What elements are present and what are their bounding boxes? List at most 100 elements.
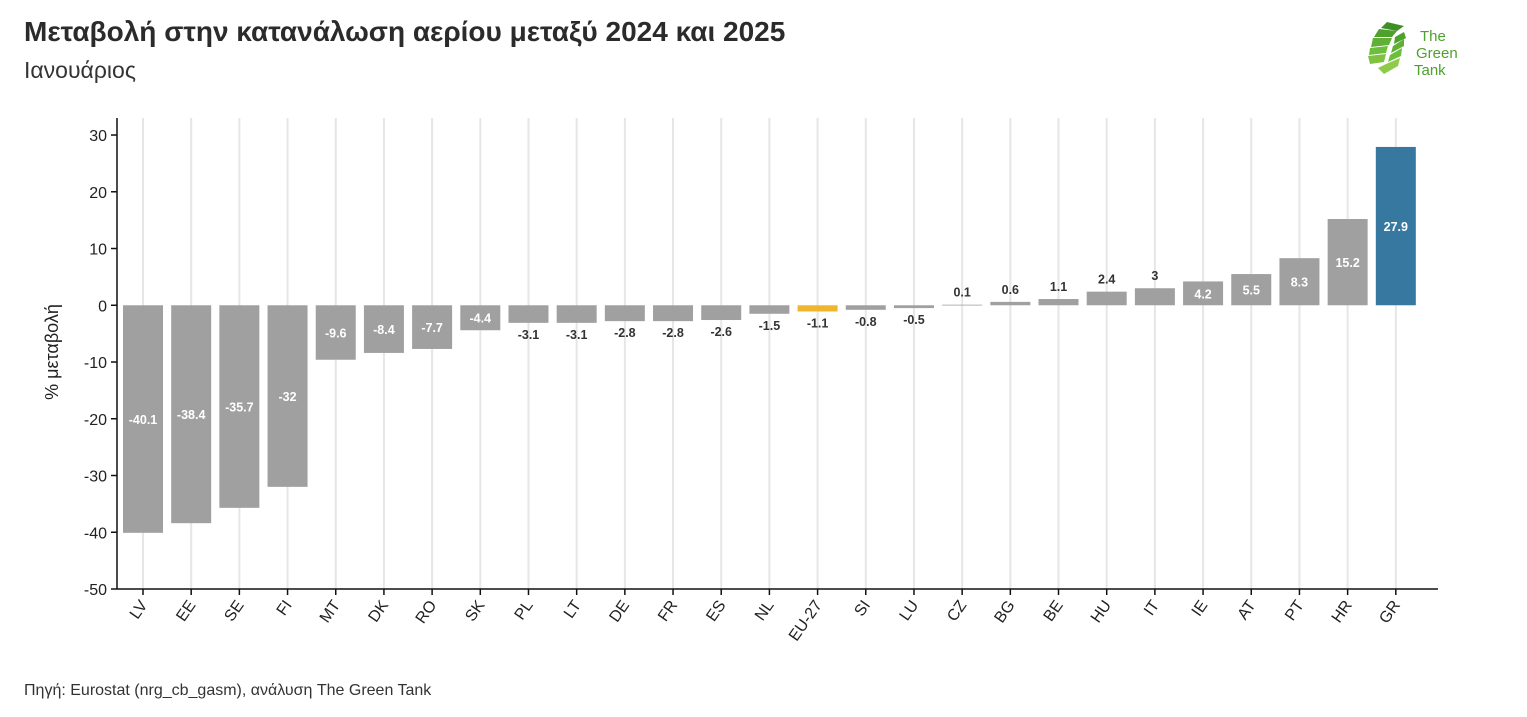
- bar-PT: [1279, 258, 1320, 306]
- bars: [123, 146, 1416, 533]
- x-tick-label-SI: SI: [851, 598, 874, 620]
- bar-BG: [990, 301, 1031, 306]
- y-tick-label--50: -50: [84, 582, 107, 599]
- bar-LV: [123, 305, 163, 533]
- value-label-PL: -3.1: [518, 328, 540, 342]
- value-label-FI: -32: [279, 390, 297, 404]
- x-tick-label-HR: HR: [1329, 598, 1356, 627]
- x-tick-label-AT: AT: [1235, 597, 1260, 623]
- value-label-PT: 8.3: [1291, 276, 1308, 290]
- x-tick-label-SK: SK: [462, 597, 488, 625]
- bar-FR: [653, 305, 694, 322]
- bar-SK: [460, 305, 501, 331]
- x-tick-label-DE: DE: [606, 598, 633, 626]
- bar-PL: [508, 305, 549, 323]
- bar-CZ: [942, 304, 983, 306]
- value-label-MT: -9.6: [325, 327, 347, 341]
- value-label-LV: -40.1: [129, 413, 158, 427]
- value-label-GR: 27.9: [1384, 220, 1408, 234]
- value-label-EE: -38.4: [177, 408, 206, 422]
- x-tick-label-BE: BE: [1041, 598, 1067, 625]
- value-label-AT: 5.5: [1243, 284, 1260, 298]
- x-tick-label-HU: HU: [1088, 598, 1115, 627]
- value-label-IE: 4.2: [1194, 287, 1211, 301]
- value-label-ES: -2.6: [710, 325, 732, 339]
- x-tick-label-NL: NL: [752, 597, 778, 624]
- x-tick-label-GR: GR: [1376, 598, 1404, 627]
- x-tick-label-RO: RO: [413, 598, 441, 627]
- value-label-LU: -0.5: [903, 313, 925, 327]
- bar-RO: [412, 305, 453, 349]
- value-label-SI: -0.8: [855, 315, 877, 329]
- the-green-tank-logo: The Green Tank: [1368, 22, 1458, 79]
- bar-SE: [219, 305, 260, 508]
- y-tick-label--30: -30: [84, 469, 107, 486]
- bar-EE: [171, 305, 212, 524]
- bar-NL: [749, 305, 790, 314]
- x-tick-label-DK: DK: [366, 597, 393, 625]
- y-tick-label-0: 0: [98, 298, 107, 315]
- x-tick-label-PL: PL: [512, 597, 537, 623]
- bar-MT: [315, 305, 356, 360]
- value-label-BG: 0.6: [1002, 283, 1019, 297]
- bar-LT: [556, 305, 597, 323]
- y-tick-label-20: 20: [89, 185, 107, 202]
- x-tick-label-FI: FI: [274, 598, 296, 619]
- bar-HU: [1086, 291, 1127, 306]
- x-tick-label-EU-27: EU-27: [786, 597, 826, 644]
- x-tick-label-IE: IE: [1189, 598, 1212, 620]
- value-labels: -40.1 -38.4 -35.7 -32 -9.6 -8.4 -7.7 -4.4 -3.1 -3…: [129, 220, 1408, 427]
- value-label-NL: -1.5: [759, 319, 781, 333]
- x-tick-label-LU: LU: [897, 598, 923, 625]
- value-label-SE: -35.7: [225, 401, 254, 415]
- value-label-IT: 3: [1151, 269, 1158, 283]
- y-tick-label--20: -20: [84, 412, 107, 429]
- bar-FI: [267, 305, 308, 487]
- value-label-EU-27: -1.1: [807, 317, 829, 331]
- bar-ES: [701, 305, 742, 321]
- value-label-HU: 2.4: [1098, 273, 1115, 287]
- chart-subtitle: Ιανουάριος: [24, 57, 136, 83]
- bar-IT: [1134, 288, 1175, 306]
- x-tick-label-MT: MT: [317, 597, 344, 626]
- x-tick-label-EE: EE: [173, 598, 199, 625]
- value-label-FR: -2.8: [662, 326, 684, 340]
- bar-IE: [1183, 281, 1224, 306]
- bar-EU-27: [797, 305, 838, 312]
- x-tick-label-ES: ES: [703, 598, 729, 625]
- value-label-HR: 15.2: [1335, 256, 1359, 270]
- y-tick-label--40: -40: [84, 525, 107, 542]
- value-label-BE: 1.1: [1050, 280, 1067, 294]
- x-tick-label-LV: LV: [127, 597, 152, 622]
- logo-text-green: Green: [1416, 45, 1458, 62]
- value-label-LT: -3.1: [566, 328, 588, 342]
- bar-GR: [1375, 146, 1416, 306]
- source-note: Πηγή: Eurostat (nrg_cb_gasm), ανάλυση Th…: [24, 682, 432, 699]
- logo-text-the: The: [1420, 28, 1446, 45]
- value-label-CZ: 0.1: [953, 286, 970, 300]
- x-tick-label-LT: LT: [561, 597, 585, 621]
- bar-AT: [1231, 274, 1272, 306]
- bar-SI: [845, 305, 886, 310]
- y-axis-title: % μεταβολή: [42, 304, 62, 400]
- x-tick-label-SE: SE: [221, 598, 247, 625]
- x-tick-label-FR: FR: [655, 598, 681, 625]
- bar-DK: [363, 305, 404, 353]
- bar-BE: [1038, 299, 1079, 306]
- x-tick-label-CZ: CZ: [944, 597, 970, 624]
- bar-HR: [1327, 219, 1368, 306]
- value-label-SK: -4.4: [470, 312, 492, 326]
- value-label-DE: -2.8: [614, 326, 636, 340]
- x-tick-label-BG: BG: [991, 598, 1018, 627]
- chart-title: Μεταβολή στην κατανάλωση αερίου μεταξύ 2…: [24, 16, 786, 47]
- leaf-fan-icon: [1368, 22, 1406, 74]
- x-tick-label-IT: IT: [1141, 597, 1163, 619]
- y-tick-label--10: -10: [84, 355, 107, 372]
- logo-text-tank: Tank: [1414, 62, 1446, 79]
- y-tick-label-30: 30: [89, 128, 107, 145]
- bar-LU: [893, 305, 934, 309]
- value-label-DK: -8.4: [373, 323, 395, 337]
- bar-DE: [604, 305, 645, 322]
- x-tick-label-PT: PT: [1282, 597, 1308, 624]
